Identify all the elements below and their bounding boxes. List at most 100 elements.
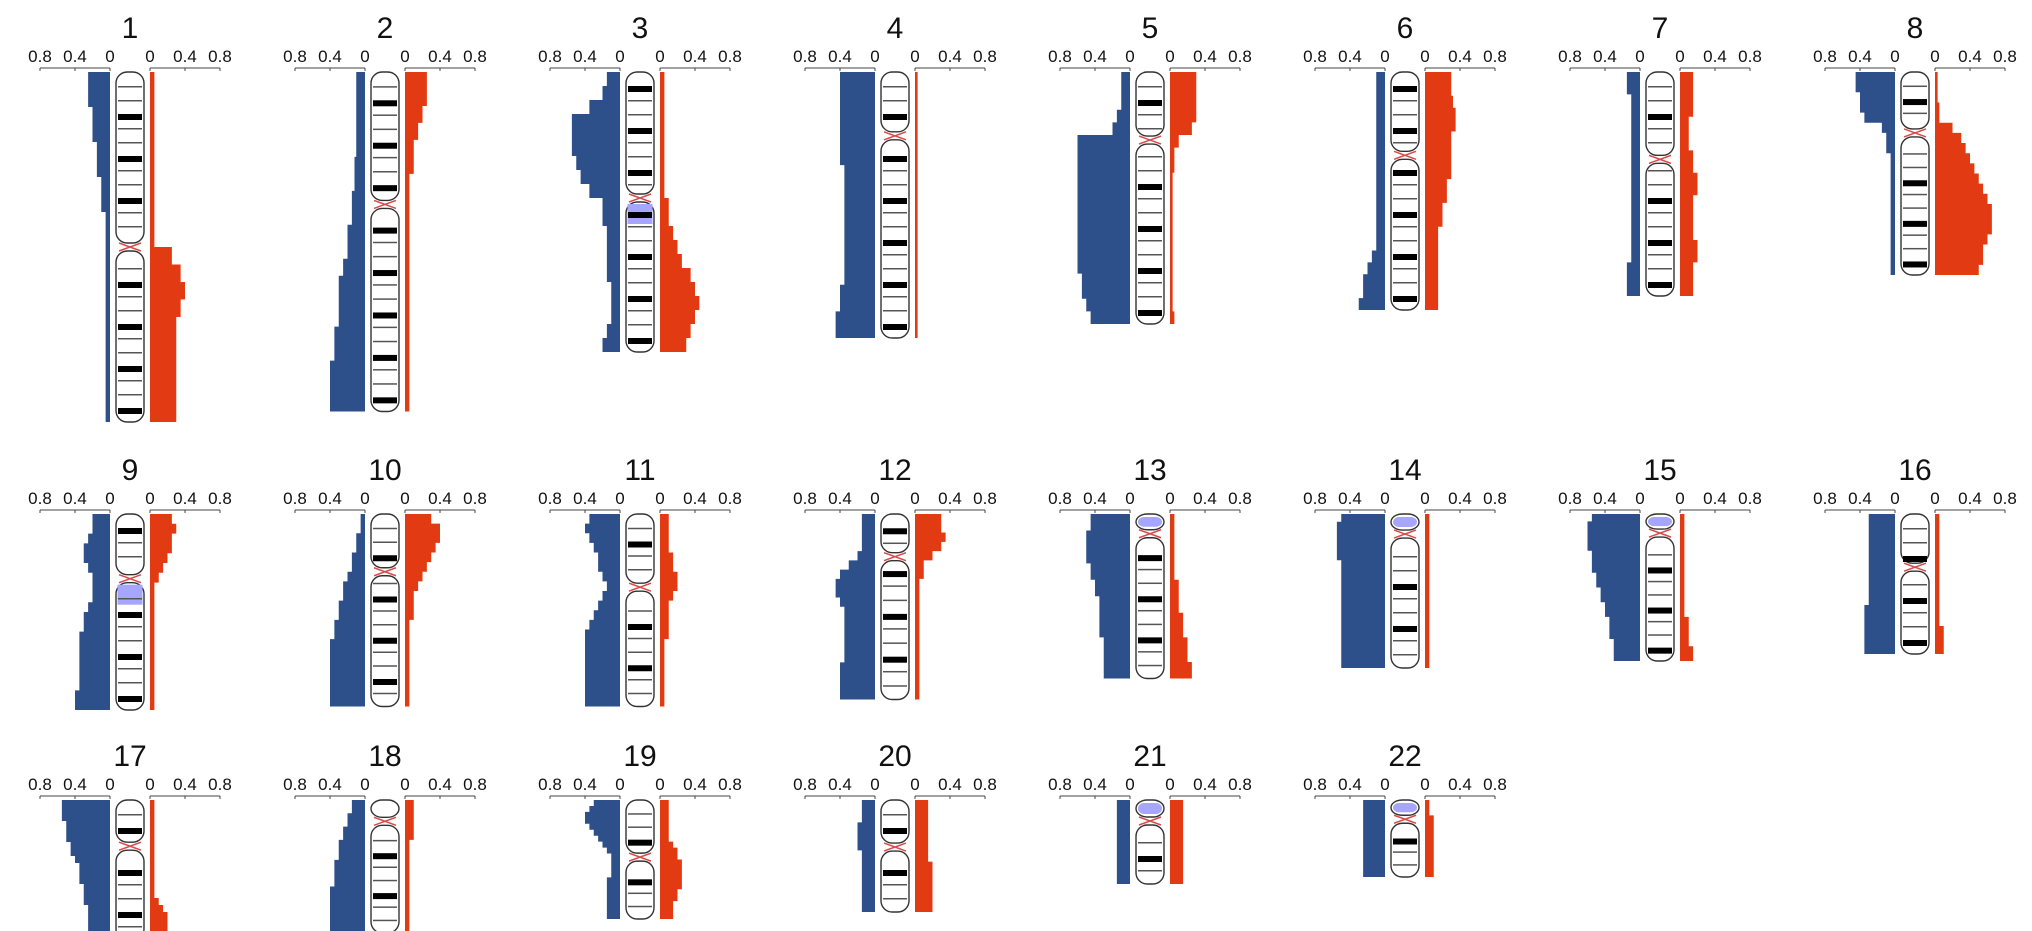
loss-tick-label: 0.4 <box>63 775 87 794</box>
loss-tick-label: 0.4 <box>63 489 87 508</box>
chromosome-band <box>373 340 397 343</box>
gain-tick-label: 0 <box>910 775 919 794</box>
chromosome-panel-4: 4 0.8 0.4 0 0 0.4 0.8 <box>793 12 997 339</box>
chromosome-band <box>1138 226 1162 232</box>
chromosome-band <box>118 352 142 354</box>
chromosome-band <box>628 879 652 886</box>
chromosome-panel-2: 2 0.8 0.4 0 0 0.4 0.8 <box>283 12 487 413</box>
chromosome-title: 5 <box>1142 12 1159 45</box>
chromosome-ideogram <box>1135 513 1165 680</box>
gain-profile <box>1170 800 1184 884</box>
chromosome-band <box>118 528 142 534</box>
centromere-mark <box>1138 816 1162 826</box>
q-arm <box>1135 824 1165 885</box>
chromosome-band <box>1648 580 1672 583</box>
chromosome-band <box>1138 170 1162 172</box>
chromosome-band <box>628 100 652 102</box>
gain-tick-label: 0.8 <box>463 47 487 66</box>
chromosome-band <box>118 926 142 928</box>
chromosome-band <box>118 338 142 340</box>
chromosome-band <box>373 270 397 277</box>
centromere-mark <box>118 573 142 584</box>
chromosome-band <box>883 296 907 298</box>
chromosome-band <box>118 296 142 298</box>
loss-tick-label: 0 <box>870 775 879 794</box>
loss-profile <box>1086 514 1130 679</box>
chromosome-band <box>628 226 652 228</box>
loss-tick-label: 0.4 <box>1593 489 1617 508</box>
chromosome-band <box>373 383 397 385</box>
gain-profile <box>1935 72 1992 275</box>
chromosome-band <box>118 408 142 414</box>
p-arm <box>115 799 145 843</box>
chromosome-title: 20 <box>878 740 911 773</box>
chromosome-band <box>1903 247 1927 250</box>
chromosome-panel-16: 16 0.8 0.4 0 0 0.4 0.8 <box>1813 454 2017 655</box>
chromosome-band <box>1648 212 1672 214</box>
chromosome-band <box>1903 85 1927 88</box>
chromosome-band <box>1138 86 1162 88</box>
loss-profile <box>88 72 110 422</box>
chromosome-band <box>883 324 907 330</box>
chromosome-band <box>1903 112 1927 115</box>
chromosome-band <box>1648 198 1672 204</box>
chromosome-band <box>1138 568 1162 571</box>
chromosome-band <box>628 86 652 92</box>
chromosome-band <box>373 637 397 644</box>
chromosome-panel-7: 7 0.8 0.4 0 0 0.4 0.8 <box>1558 12 1762 297</box>
centromere-mark <box>1903 562 1927 572</box>
chromosome-band <box>1903 626 1927 628</box>
loss-tick-label: 0 <box>105 775 114 794</box>
chromosome-band <box>883 100 907 102</box>
gain-tick-label: 0.4 <box>428 47 452 66</box>
chromosome-panel-1: 1 0.8 0.4 0 0 0.4 0.8 <box>28 12 232 423</box>
chromosome-band <box>628 240 652 242</box>
chromosome-band <box>1393 240 1417 242</box>
gain-tick-label: 0 <box>145 775 154 794</box>
chromosome-band <box>628 170 652 176</box>
loss-tick-label: 0.8 <box>1303 47 1327 66</box>
chromosome-band <box>118 598 142 600</box>
gain-tick-label: 0.4 <box>1448 489 1472 508</box>
loss-profile <box>61 800 110 931</box>
loss-profile <box>585 514 620 707</box>
chromosome-ideogram <box>625 799 655 920</box>
chromosome-panel-14: 14 0.8 0.4 0 0 0.4 0.8 <box>1303 454 1507 669</box>
chromosome-band <box>1903 180 1927 187</box>
chromosome-ideogram <box>1900 71 1930 276</box>
heterochromatin-block <box>1138 517 1162 527</box>
q-arm <box>1390 822 1420 878</box>
chromosome-panel-20: 20 0.8 0.4 0 0 0.4 0.8 <box>793 740 997 913</box>
chromosome-band <box>373 624 397 626</box>
chromosome-band <box>628 892 652 895</box>
q-arm <box>880 850 910 913</box>
loss-tick-label: 0.8 <box>28 775 52 794</box>
chromosome-band <box>1393 640 1417 642</box>
chromosome-band <box>1138 128 1162 130</box>
gain-tick-label: 0 <box>400 775 409 794</box>
chromosome-title: 19 <box>623 740 656 773</box>
chromosome-band <box>373 527 397 530</box>
chromosome-band <box>1648 567 1672 574</box>
chromosome-band <box>883 542 907 545</box>
chromosome-band <box>118 870 142 876</box>
chromosome-band <box>628 142 652 144</box>
gain-tick-label: 0 <box>1930 489 1939 508</box>
chromosome-band <box>118 142 142 144</box>
chromosome-band <box>373 312 397 319</box>
chromosome-panel-18: 18 0.8 0.4 0 0 0.4 0.8 <box>283 740 487 931</box>
loss-tick-label: 0.4 <box>1083 47 1107 66</box>
chromosome-band <box>1138 184 1162 190</box>
chromosome-title: 13 <box>1133 454 1166 487</box>
loss-tick-label: 0 <box>870 489 879 508</box>
chromosome-band <box>883 528 907 535</box>
chromosome-band <box>1393 184 1417 186</box>
gain-tick-label: 0.8 <box>1993 47 2017 66</box>
gain-tick-label: 0 <box>1165 775 1174 794</box>
gain-tick-label: 0 <box>1420 47 1429 66</box>
chromosome-band <box>373 582 397 585</box>
chromosome-band <box>1393 254 1417 260</box>
gain-profile <box>150 72 185 422</box>
chromosome-band <box>883 814 907 816</box>
